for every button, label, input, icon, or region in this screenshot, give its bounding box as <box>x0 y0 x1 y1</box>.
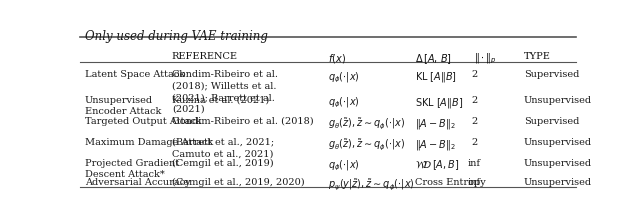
Text: Unsupervised: Unsupervised <box>524 138 592 147</box>
Text: TYPE: TYPE <box>524 52 551 61</box>
Text: Kuzina et al. (2021): Kuzina et al. (2021) <box>172 96 269 105</box>
Text: Unsupervised
Encoder Attack: Unsupervised Encoder Attack <box>85 96 161 116</box>
Text: (Cemgil et al., 2019): (Cemgil et al., 2019) <box>172 159 273 168</box>
Text: 2: 2 <box>471 138 477 147</box>
Text: Unsupervised: Unsupervised <box>524 178 592 187</box>
Text: $g_\theta(\tilde{z}),\tilde{z}\sim q_\phi(\cdot|x)$: $g_\theta(\tilde{z}),\tilde{z}\sim q_\ph… <box>328 117 405 132</box>
Text: REFERENCE: REFERENCE <box>172 52 238 61</box>
Text: SKL $[A\|B]$: SKL $[A\|B]$ <box>415 96 463 110</box>
Text: $q_\phi(\cdot|x)$: $q_\phi(\cdot|x)$ <box>328 159 360 173</box>
Text: $q_\phi(\cdot|x)$: $q_\phi(\cdot|x)$ <box>328 71 360 85</box>
Text: $g_\theta(\tilde{z}),\tilde{z}\sim q_\phi(\cdot|x)$: $g_\theta(\tilde{z}),\tilde{z}\sim q_\ph… <box>328 138 405 153</box>
Text: $f(x)$: $f(x)$ <box>328 52 346 65</box>
Text: Targeted Output Attack: Targeted Output Attack <box>85 117 202 126</box>
Text: inf: inf <box>468 159 481 168</box>
Text: Projected Gradient
Descent Attack*: Projected Gradient Descent Attack* <box>85 159 179 179</box>
Text: Unsupervised: Unsupervised <box>524 96 592 105</box>
Text: Gondim-Ribeiro et al.
(2018); Willetts et al.
(2021); Barrett et al.
(2021): Gondim-Ribeiro et al. (2018); Willetts e… <box>172 71 278 114</box>
Text: $\|A - B\|_2$: $\|A - B\|_2$ <box>415 117 456 131</box>
Text: $q_\phi(\cdot|x)$: $q_\phi(\cdot|x)$ <box>328 96 360 110</box>
Text: KL $[A\|B]$: KL $[A\|B]$ <box>415 71 457 84</box>
Text: 2: 2 <box>471 71 477 79</box>
Text: $\Delta\,[A,\,B]$: $\Delta\,[A,\,B]$ <box>415 52 452 66</box>
Text: Maximum Damage Attack: Maximum Damage Attack <box>85 138 213 147</box>
Text: 2: 2 <box>471 96 477 105</box>
Text: $p_\psi(y|\tilde{z}),\tilde{z}\sim q_\phi(\cdot|x)$: $p_\psi(y|\tilde{z}),\tilde{z}\sim q_\ph… <box>328 178 415 193</box>
Text: $\|A - B\|_2$: $\|A - B\|_2$ <box>415 138 456 152</box>
Text: Supervised: Supervised <box>524 71 579 79</box>
Text: (Cemgil et al., 2019, 2020): (Cemgil et al., 2019, 2020) <box>172 178 305 187</box>
Text: inf: inf <box>468 178 481 187</box>
Text: $\mathcal{W}\!\mathcal{D}\,[A, B]$: $\mathcal{W}\!\mathcal{D}\,[A, B]$ <box>415 159 459 172</box>
Text: Adversarial Accuracy: Adversarial Accuracy <box>85 178 191 187</box>
Text: $\|\cdot\|_p$: $\|\cdot\|_p$ <box>474 52 497 66</box>
Text: Latent Space Attack: Latent Space Attack <box>85 71 185 79</box>
Text: Supervised: Supervised <box>524 117 579 126</box>
Text: 2: 2 <box>471 117 477 126</box>
Text: (Barrett et al., 2021;
Camuto et al., 2021): (Barrett et al., 2021; Camuto et al., 20… <box>172 138 274 158</box>
Text: Gondim-Ribeiro et al. (2018): Gondim-Ribeiro et al. (2018) <box>172 117 314 126</box>
Text: Only used during VAE training: Only used during VAE training <box>85 30 268 43</box>
Text: Unsupervised: Unsupervised <box>524 159 592 168</box>
Text: Cross Entropy: Cross Entropy <box>415 178 486 187</box>
